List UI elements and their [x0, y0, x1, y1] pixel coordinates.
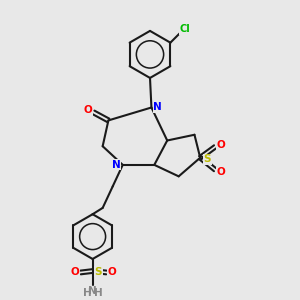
Text: S: S: [204, 154, 211, 164]
Text: O: O: [217, 140, 225, 149]
Text: S: S: [94, 267, 102, 277]
Text: H: H: [94, 288, 103, 298]
Text: O: O: [70, 268, 79, 278]
Text: N: N: [88, 286, 97, 296]
Text: O: O: [217, 167, 225, 177]
Text: H: H: [82, 288, 91, 298]
Text: O: O: [108, 268, 116, 278]
Text: N: N: [112, 160, 121, 170]
Text: N: N: [153, 103, 162, 112]
Text: Cl: Cl: [179, 25, 190, 34]
Text: O: O: [83, 105, 92, 115]
